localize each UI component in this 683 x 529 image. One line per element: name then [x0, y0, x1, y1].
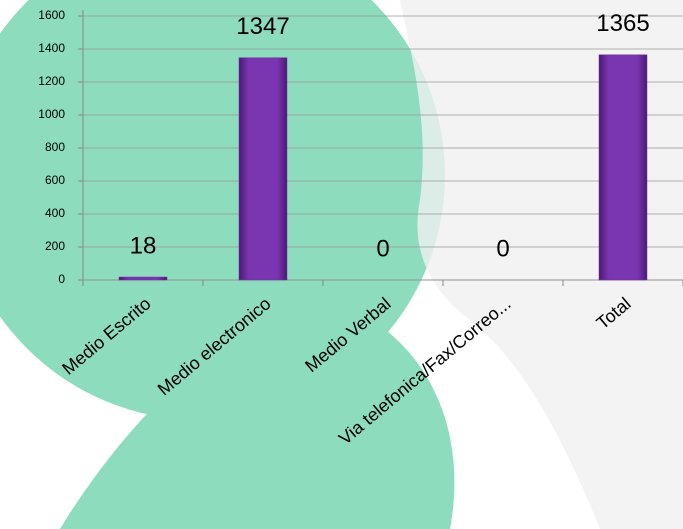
y-tick-label: 200: [45, 239, 65, 253]
bar: [238, 57, 288, 281]
y-tick-label: 1400: [38, 41, 65, 55]
y-tick-label: 600: [45, 173, 65, 187]
y-tick-label: 1600: [38, 8, 65, 22]
bg-shape: [60, 300, 455, 529]
value-label: 0: [376, 235, 389, 262]
value-label: 0: [496, 235, 509, 262]
value-label: 1365: [596, 10, 649, 37]
y-tick-label: 400: [45, 206, 65, 220]
y-tick-label: 800: [45, 140, 65, 154]
bar: [598, 54, 648, 281]
y-tick-label: 1200: [38, 74, 65, 88]
y-tick-label: 1000: [38, 107, 65, 121]
y-tick-label: 0: [58, 272, 65, 286]
value-label: 1347: [236, 13, 289, 40]
value-label: 18: [130, 232, 157, 259]
bar: [118, 276, 168, 281]
